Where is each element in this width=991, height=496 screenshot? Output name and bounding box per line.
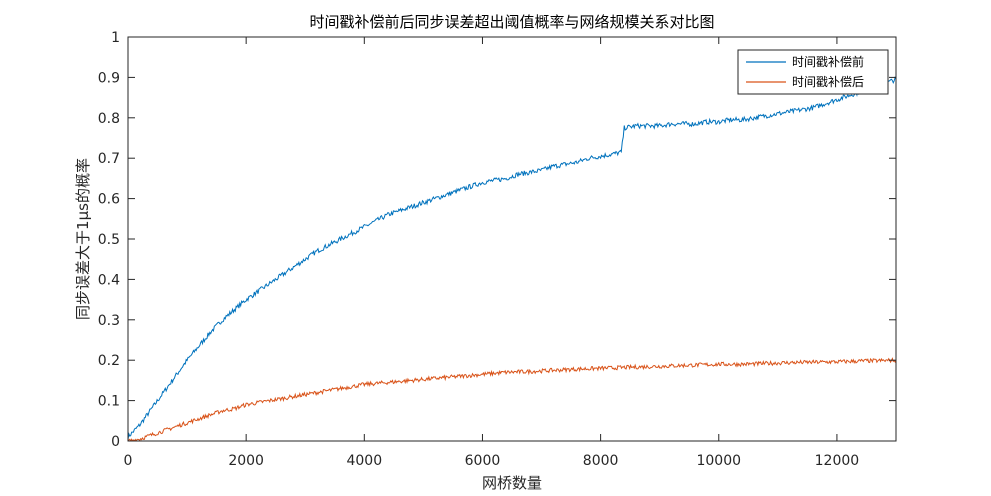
- x-tick-label: 8000: [583, 453, 619, 469]
- y-tick-label: 0.8: [98, 111, 120, 127]
- y-tick-label: 0.7: [98, 151, 120, 167]
- y-tick-label: 1: [111, 30, 120, 46]
- y-tick-label: 0.2: [98, 353, 120, 369]
- y-tick-label: 0.3: [98, 313, 120, 329]
- legend-label-2: 时间戳补偿后: [792, 74, 864, 89]
- series-line-2: [128, 357, 896, 441]
- legend-label-1: 时间戳补偿前: [792, 54, 864, 69]
- chart-title: 时间戳补偿前后同步误差超出阈值概率与网络规模关系对比图: [309, 13, 714, 31]
- x-tick-label: 2000: [228, 453, 264, 469]
- legend-box: [737, 49, 889, 95]
- x-tick-label: 10000: [696, 453, 741, 469]
- y-tick-label: 0.4: [98, 272, 120, 288]
- ticks-layer: 0 2000 4000 6000 8000 10000 12000 0 0.1 0.2 0.3 0.4…: [98, 30, 896, 469]
- y-axis-label: 同步误差大于1μs的概率: [74, 158, 92, 320]
- x-tick-label: 6000: [465, 453, 501, 469]
- plot-background: [128, 37, 896, 441]
- x-tick-label: 0: [124, 453, 133, 469]
- x-tick-label: 12000: [815, 453, 860, 469]
- series-layer: [128, 76, 896, 441]
- series-line-1: [128, 76, 896, 440]
- x-axis-label: 网桥数量: [482, 474, 542, 492]
- plot-area: [128, 37, 896, 441]
- y-tick-label: 0.9: [98, 70, 120, 86]
- y-tick-label: 0.6: [98, 192, 120, 208]
- y-tick-label: 0.1: [98, 394, 120, 410]
- x-tick-label: 4000: [346, 453, 382, 469]
- y-tick-label: 0.5: [98, 232, 120, 248]
- y-tick-label: 0: [111, 434, 120, 450]
